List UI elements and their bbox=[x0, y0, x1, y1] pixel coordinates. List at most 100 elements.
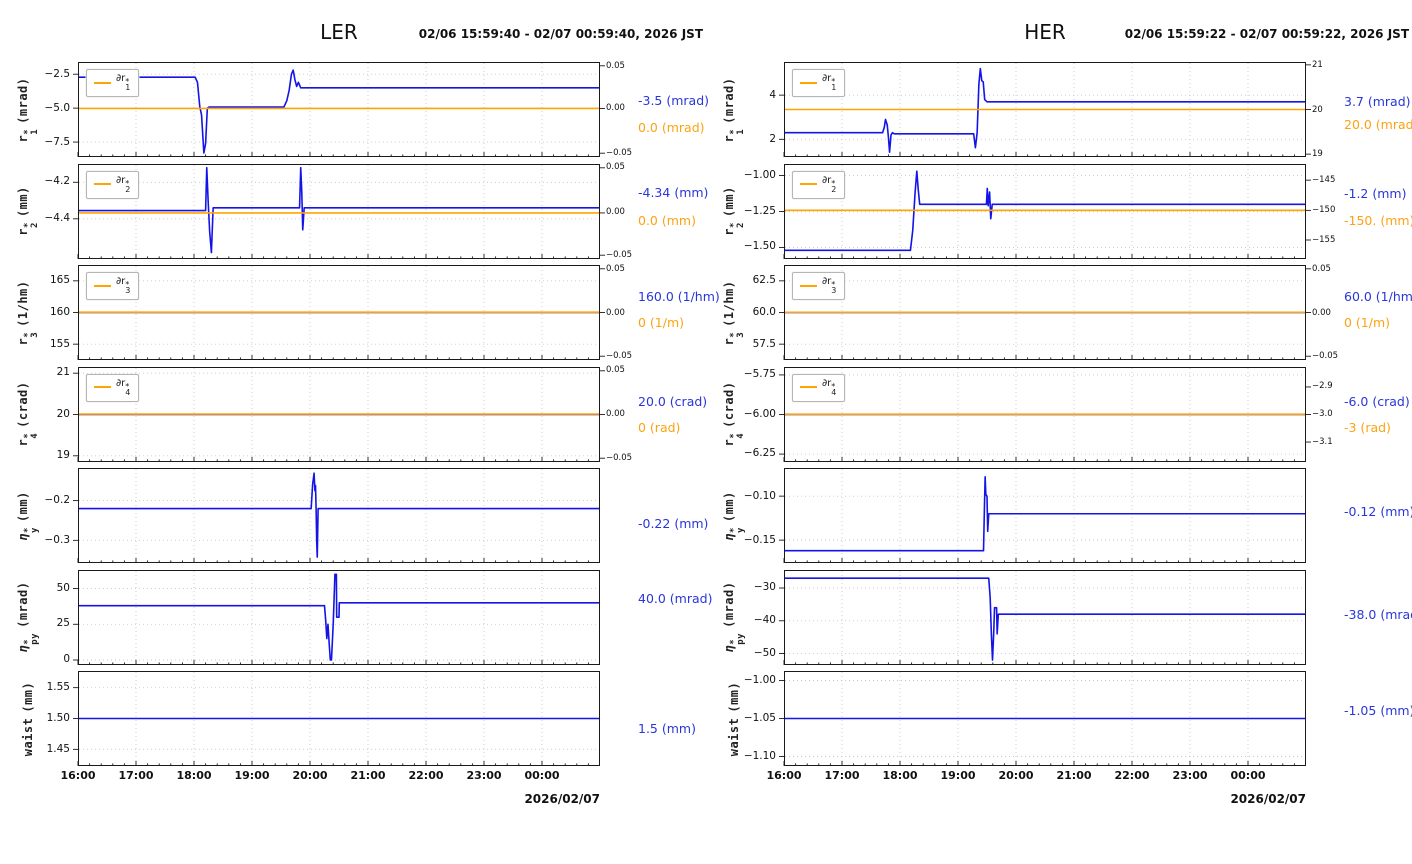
column-ler: LER 02/06 15:59:40 - 02/07 00:59:40, 2026… bbox=[0, 20, 720, 806]
current-value-her-r4-0: -6.0 (crad) bbox=[1344, 394, 1410, 410]
legend-label: ∂r * 4 bbox=[822, 378, 836, 397]
legend-her-r3: ∂r * 3 bbox=[792, 272, 846, 300]
ylabel-her-r4-sub: 4 bbox=[736, 432, 746, 439]
legend-text-sub: 4 bbox=[125, 387, 131, 397]
plot-area-ler-etapy bbox=[73, 569, 600, 665]
right-axis-label: 0.05 bbox=[606, 60, 625, 71]
current-value-ler-r3-0: 160.0 (1/hm) bbox=[638, 288, 720, 304]
current-value-her-r2-0: -1.2 (mm) bbox=[1344, 186, 1407, 202]
ytick-label: 4 bbox=[769, 88, 776, 101]
ytick-label: −5.0 bbox=[44, 101, 71, 114]
legend-text-subsup: * 2 bbox=[831, 179, 836, 194]
ytick-label: −50 bbox=[753, 646, 776, 659]
xtick-label-her: 16:00 bbox=[766, 769, 802, 782]
legend-text-subsup: * 4 bbox=[125, 382, 131, 397]
current-value-her-r3-0: 60.0 (1/hm) bbox=[1344, 288, 1412, 304]
ytick-label: 155 bbox=[49, 337, 70, 350]
ytick-label: 20 bbox=[56, 407, 70, 420]
legend-label: ∂r * 3 bbox=[822, 276, 836, 295]
legend-label: ∂r * 2 bbox=[116, 175, 130, 194]
current-value-her-waist-0: -1.05 (mm) bbox=[1344, 703, 1412, 719]
right-axis-label: 0.00 bbox=[606, 207, 625, 218]
date-label-her: 2026/02/07 bbox=[1230, 792, 1306, 806]
xtick-label-ler: 23:00 bbox=[466, 769, 502, 782]
legend-text-sub: 3 bbox=[831, 286, 837, 295]
right-axis-label: −3.1 bbox=[1312, 436, 1333, 447]
legend-text-subsup: * 2 bbox=[125, 179, 130, 194]
current-value-her-r1-0: 3.7 (mrad) bbox=[1344, 94, 1411, 110]
xtick-label-ler: 21:00 bbox=[350, 769, 386, 782]
plot-area-her-r1 bbox=[779, 62, 1311, 157]
legend-ler-r1: ∂r * 1 bbox=[86, 69, 140, 97]
ytick-label: −5.75 bbox=[743, 367, 776, 380]
plot-frame bbox=[78, 62, 600, 157]
ylabel-ler-etay-subsup: * y bbox=[23, 526, 40, 533]
ylabel-ler-etapy-subsup: * py bbox=[23, 633, 40, 645]
ylabel-ler-etay-sub: y bbox=[30, 526, 40, 533]
current-value-her-etapy-0: -38.0 (mrad) bbox=[1344, 606, 1412, 622]
ytick-label: −40 bbox=[753, 613, 776, 626]
ylabel-ler-r4-unit: (crad) bbox=[16, 381, 30, 428]
legend-line-swatch bbox=[800, 284, 817, 287]
time-range-ler: 02/06 15:59:40 - 02/07 00:59:40, 2026 JS… bbox=[418, 27, 703, 41]
series-line-r1* bbox=[78, 69, 600, 154]
ytick-label: −2.5 bbox=[44, 67, 71, 80]
legend-ler-r4: ∂r * 4 bbox=[86, 373, 140, 402]
xtick-label-her: 18:00 bbox=[882, 769, 918, 782]
legend-line-swatch bbox=[800, 183, 817, 185]
gridlines bbox=[79, 164, 599, 258]
xtick-label-her: 00:00 bbox=[1230, 769, 1266, 782]
ylabel-ler-r4-sub: 4 bbox=[30, 432, 40, 439]
right-axis-label: 20 bbox=[1312, 104, 1323, 115]
legend-line-swatch bbox=[800, 81, 817, 84]
date-label-ler: 2026/02/07 bbox=[524, 792, 600, 806]
subplot-ler-r1: r * 1 (mrad) −2.5 −5.0 −7.5 0.05 0.00 −0.05 ∂r * 1 -3… bbox=[0, 60, 710, 158]
ytick-label: −0.3 bbox=[44, 533, 71, 546]
plot-area-her-r2 bbox=[779, 163, 1311, 259]
current-value-ler-r1-1: 0.0 (mrad) bbox=[638, 120, 705, 136]
right-axis-label: 0.05 bbox=[1312, 263, 1331, 274]
ylabel-her-etapy-sub: py bbox=[736, 632, 746, 645]
current-value-ler-r1-0: -3.5 (mrad) bbox=[638, 92, 710, 108]
ylabel-ler-r3-sub: 3 bbox=[30, 331, 40, 338]
series-line-etapy* bbox=[78, 572, 600, 661]
plot-area-her-r3 bbox=[779, 265, 1311, 360]
legend-label: ∂r * 1 bbox=[822, 73, 836, 92]
current-value-ler-etapy-0: 40.0 (mrad) bbox=[638, 590, 713, 606]
subplot-her-r2: r * 2 (mm) −1.00 −1.25 −1.50 −145 −150 −155 ∂r * 2 -1… bbox=[706, 163, 1412, 259]
legend-ler-r3: ∂r * 3 bbox=[86, 272, 140, 300]
ytick-label: −1.50 bbox=[743, 240, 776, 253]
current-value-her-r4-1: -3 (rad) bbox=[1344, 419, 1391, 435]
plot-frame bbox=[78, 163, 600, 259]
right-axis-label: 0.05 bbox=[606, 365, 625, 376]
legend-text-base: ∂r bbox=[822, 276, 832, 287]
current-value-ler-etay-0: -0.22 (mm) bbox=[638, 515, 709, 531]
axis-ticks bbox=[73, 687, 589, 766]
axis-ticks bbox=[779, 268, 1311, 360]
ytick-label: −4.2 bbox=[44, 175, 71, 188]
right-axis-label: −0.05 bbox=[606, 351, 633, 362]
subplot-her-etapy: η*py(mrad)−30−40−50-38.0 (mrad) bbox=[706, 569, 1412, 665]
legend-her-r1: ∂r * 1 bbox=[792, 69, 846, 97]
plot-area-her-waist bbox=[779, 671, 1306, 766]
gridlines bbox=[785, 164, 1305, 258]
plot-area-ler-waist bbox=[73, 671, 600, 766]
plot-frame bbox=[784, 671, 1306, 766]
series-line-etapy* bbox=[784, 576, 1306, 661]
gridlines bbox=[79, 570, 599, 664]
ytick-label: 21 bbox=[56, 366, 70, 379]
ytick-label: 62.5 bbox=[752, 274, 776, 287]
gridlines bbox=[785, 469, 1305, 562]
xtick-label-ler: 00:00 bbox=[524, 769, 560, 782]
ylabel-her-etay-subsup: * y bbox=[729, 527, 746, 533]
right-axis-label: −0.05 bbox=[1312, 351, 1339, 362]
legend-her-r4: ∂r * 4 bbox=[792, 373, 846, 402]
right-axis-label: −150 bbox=[1312, 204, 1336, 215]
legend-text-sub: 1 bbox=[125, 83, 131, 92]
subplot-her-r4: r * 4 (crad) −5.75 −6.00 −6.25 −2.9 −3.0 −3.1 ∂r * 4… bbox=[706, 366, 1412, 462]
ytick-label: 57.5 bbox=[752, 337, 776, 350]
ylabel-her-r3-sub: 3 bbox=[736, 331, 746, 338]
ytick-label: −0.10 bbox=[743, 489, 776, 502]
plot-frame bbox=[78, 569, 600, 665]
axis-ticks bbox=[779, 495, 1295, 563]
